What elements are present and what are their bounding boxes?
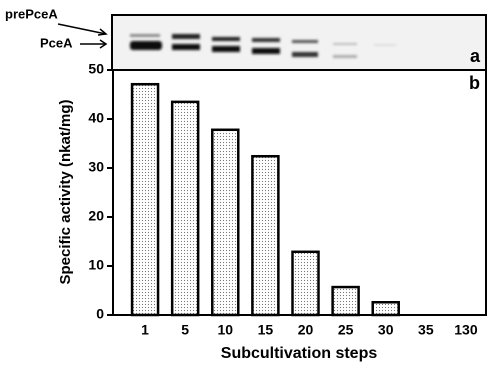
y-tick-label: 20 (88, 208, 104, 224)
figure: prePceA PceA a b Subcultivation steps Sp… (0, 0, 488, 366)
bar (132, 84, 158, 315)
x-tick-label: 35 (418, 322, 434, 338)
y-tick-label: 30 (88, 159, 104, 175)
panel-label: b (469, 73, 480, 93)
x-tick-label: 1 (141, 322, 149, 338)
arrow (58, 24, 106, 34)
panel-label: a (470, 46, 481, 66)
x-tick-label: 130 (454, 322, 478, 338)
x-tick-label: 10 (217, 322, 233, 338)
x-tick-label: 15 (258, 322, 274, 338)
x-tick-label: 5 (181, 322, 189, 338)
x-tick-label: 20 (298, 322, 314, 338)
gel-label: PceA (40, 35, 73, 50)
bar (212, 130, 238, 315)
y-axis-title: Specific activity (nkat/mg) (57, 99, 74, 284)
y-tick-label: 50 (88, 61, 104, 77)
y-tick-label: 40 (88, 110, 104, 126)
y-tick-label: 0 (96, 306, 104, 322)
gel-label: prePceA (5, 6, 58, 21)
bar (333, 287, 359, 315)
x-tick-label: 25 (338, 322, 354, 338)
bar (293, 252, 319, 315)
x-axis-title: Subcultivation steps (221, 345, 378, 362)
y-tick-label: 10 (88, 257, 104, 273)
bar (252, 156, 278, 315)
bar (373, 302, 399, 315)
bar (172, 102, 198, 315)
x-tick-label: 30 (378, 322, 394, 338)
